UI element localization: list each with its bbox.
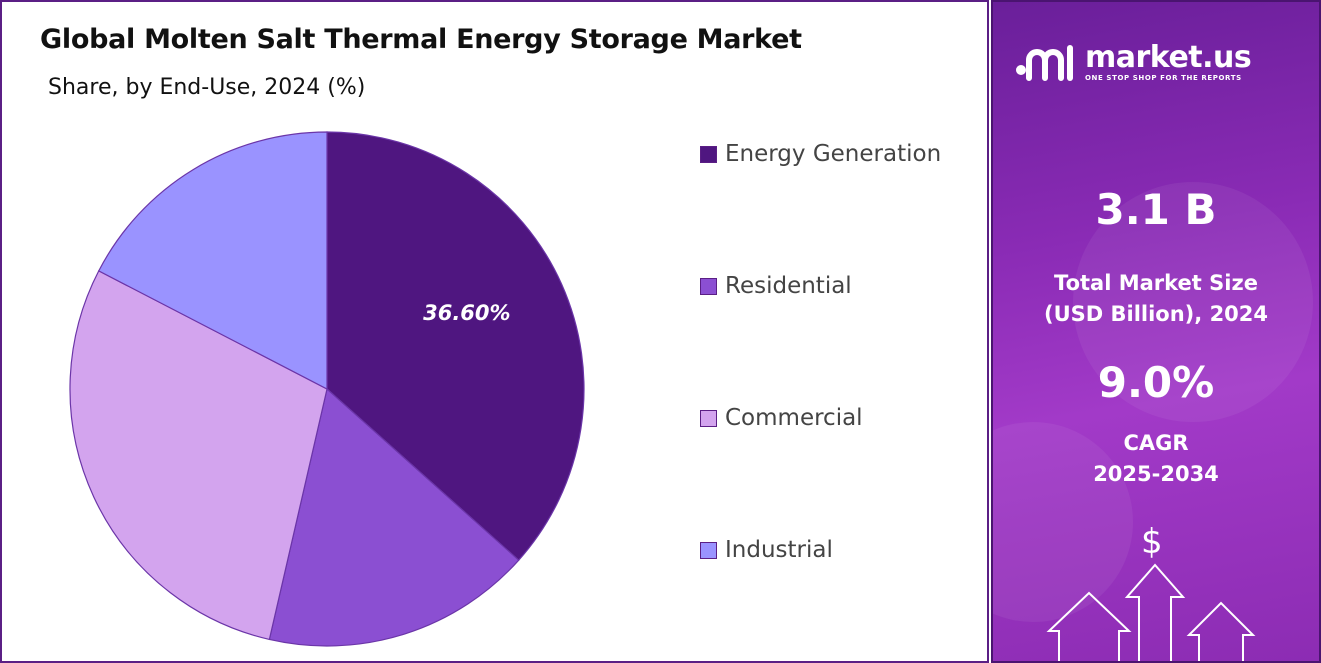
growth-arrows-icon (1046, 563, 1256, 661)
pie-chart: 36.60% (69, 131, 585, 647)
cagr-label-line2: 2025-2034 (1093, 462, 1219, 486)
chart-panel: Global Molten Salt Thermal Energy Storag… (0, 0, 989, 663)
legend: Energy Generation Residential Commercial… (700, 138, 980, 663)
legend-item-industrial: Industrial (700, 534, 980, 663)
market-size-label-line2: (USD Billion), 2024 (1043, 302, 1269, 326)
dollar-icon: $ (1141, 522, 1163, 562)
brand-tagline: ONE STOP SHOP FOR THE REPORTS (1085, 74, 1242, 82)
stats-panel: market.us ONE STOP SHOP FOR THE REPORTS … (991, 0, 1321, 663)
legend-swatch (700, 278, 717, 295)
data-label-energy-generation: 36.60% (423, 301, 510, 325)
background-decoration (1073, 182, 1313, 422)
cagr-value: 9.0% (1097, 358, 1215, 407)
legend-item-energy-generation: Energy Generation (700, 138, 980, 270)
chart-title: Global Molten Salt Thermal Energy Storag… (40, 24, 802, 55)
market-us-logo-icon (1016, 45, 1073, 81)
market-size-label-line1: Total Market Size (1054, 271, 1258, 295)
pie-slice-industrial (97, 131, 328, 390)
legend-swatch (700, 410, 717, 427)
brand-logo: market.us ONE STOP SHOP FOR THE REPORTS (1015, 40, 1252, 84)
market-size-label: Total Market Size (USD Billion), 2024 (993, 268, 1319, 330)
legend-label: Industrial (725, 537, 833, 563)
legend-item-commercial: Commercial (700, 402, 980, 534)
cagr-label-line1: CAGR (1123, 431, 1189, 455)
legend-swatch (700, 146, 717, 163)
legend-label: Energy Generation (725, 141, 942, 167)
cagr-label: CAGR 2025-2034 (993, 428, 1319, 490)
legend-swatch (700, 542, 717, 559)
pie-slice-energy-generation (326, 131, 585, 562)
market-size-value: 3.1 B (1095, 185, 1217, 234)
legend-item-residential: Residential (700, 270, 980, 402)
legend-label: Commercial (725, 405, 863, 431)
pie-slice-residential (268, 387, 520, 647)
legend-label: Residential (725, 273, 852, 299)
pie-slice-commercial (69, 270, 328, 641)
brand-name: market.us (1085, 40, 1252, 75)
chart-subtitle: Share, by End-Use, 2024 (%) (48, 75, 366, 100)
